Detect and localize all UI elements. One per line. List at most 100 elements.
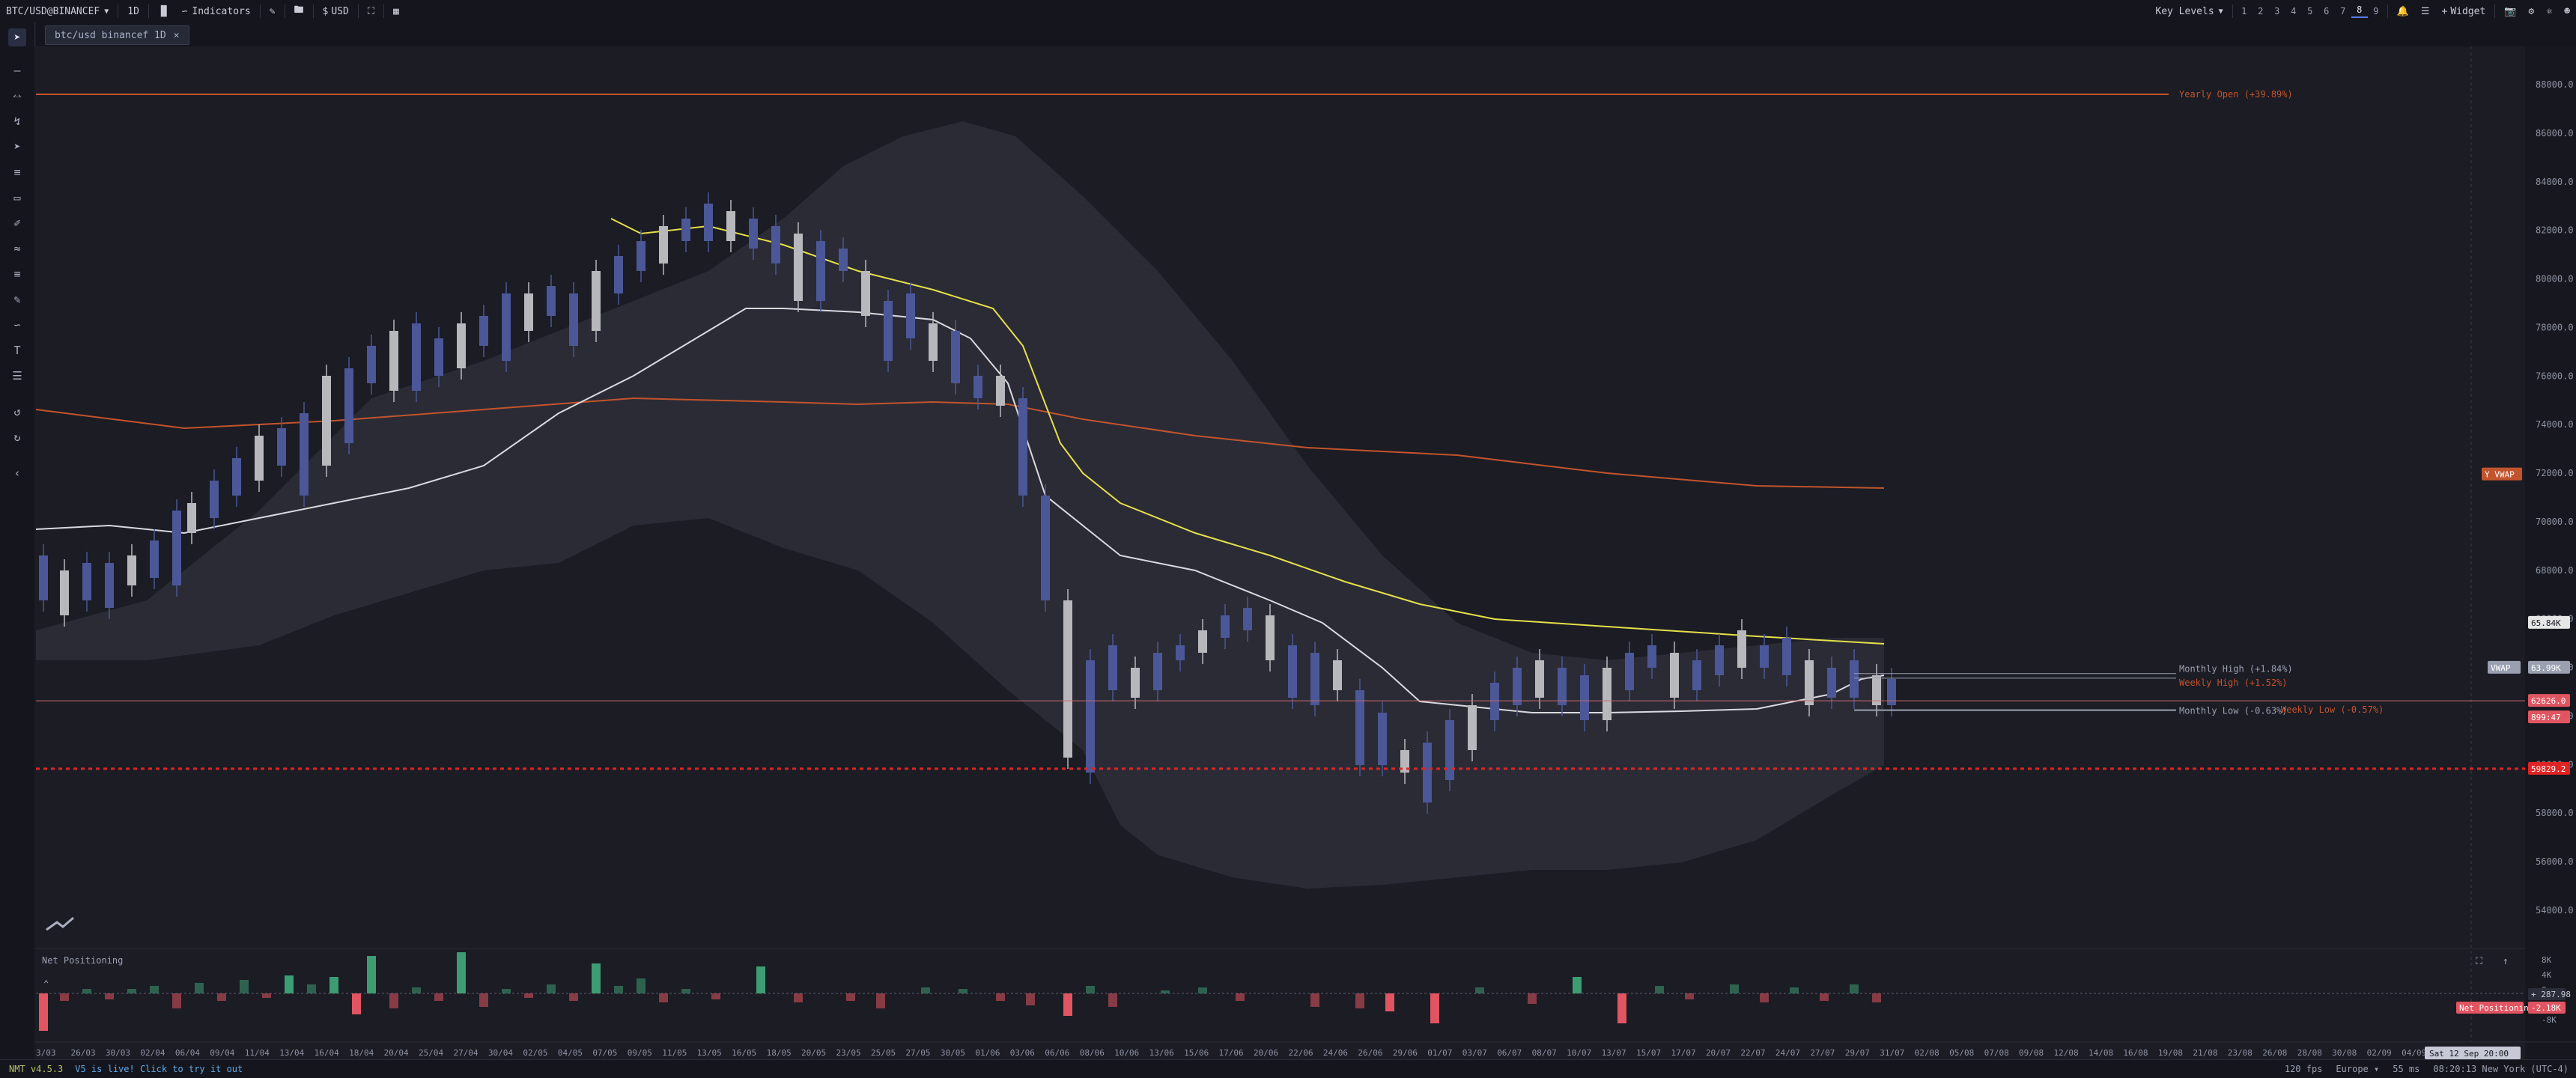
candle: [1760, 645, 1769, 668]
date-tick-label: 02/04: [140, 1048, 165, 1058]
date-tick-label: 30/08: [2332, 1048, 2357, 1058]
date-tick-label: 11/05: [662, 1048, 687, 1058]
net-positioning-bar: [1161, 990, 1170, 993]
save-button[interactable]: ▦: [387, 0, 405, 22]
trend-angle-icon[interactable]: ⥎: [12, 89, 22, 103]
layout-1-button[interactable]: 1: [2241, 6, 2247, 16]
net-positioning-badge: [2456, 1002, 2524, 1014]
price-tick-label: 86000.0: [2536, 128, 2574, 138]
net-positioning-bar: [1355, 993, 1364, 1008]
net-positioning-axis-label: 8K: [2542, 955, 2552, 965]
text-icon[interactable]: T: [13, 344, 21, 357]
region-selector[interactable]: Europe ▾: [2336, 1064, 2379, 1074]
date-tick-label: 03/06: [1010, 1048, 1035, 1058]
net-positioning-bar: [434, 993, 443, 1001]
save-icon: ▦: [392, 5, 399, 17]
layout-7-button[interactable]: 7: [2340, 6, 2346, 16]
v5-live-link[interactable]: V5 is live! Click to try it out: [75, 1064, 243, 1074]
parallel-lines-icon[interactable]: ≡: [13, 165, 21, 179]
date-tick-label: 15/06: [1184, 1048, 1209, 1058]
key-levels-selector[interactable]: Key Levels ▼: [2149, 0, 2229, 22]
tab-bar: btc/usd binancef 1D ✕: [36, 22, 2576, 46]
currency-button[interactable]: $ USD: [317, 0, 355, 22]
candle: [749, 219, 758, 249]
date-tick-label: 13/04: [279, 1048, 304, 1058]
date-tick-label: 27/05: [905, 1048, 930, 1058]
sync-button[interactable]: ⚛: [2540, 0, 2558, 22]
monthly-high-label: Monthly High (+1.84%): [2179, 664, 2293, 674]
layers-icon[interactable]: ☰: [12, 369, 22, 383]
rectangle-icon[interactable]: ▭: [13, 191, 21, 204]
collapse-icon[interactable]: ‹: [13, 466, 21, 480]
ruler-icon[interactable]: ✎: [13, 293, 21, 306]
layout-6-button[interactable]: 6: [2324, 6, 2330, 16]
layout-8-button[interactable]: 8: [2351, 4, 2368, 18]
candle: [884, 301, 893, 361]
layout-2-button[interactable]: 2: [2258, 6, 2264, 16]
horizontal-line-icon[interactable]: —: [13, 64, 21, 77]
date-badge: [2425, 1047, 2521, 1059]
redo-icon[interactable]: ↻: [13, 430, 21, 444]
fullscreen-button[interactable]: ⛶: [362, 0, 380, 22]
candle: [1513, 668, 1522, 705]
date-tick-label: 09/08: [2019, 1048, 2044, 1058]
layout-4-button[interactable]: 4: [2291, 6, 2297, 16]
folder-button[interactable]: 🖿: [288, 0, 310, 22]
forecast-icon[interactable]: ∽: [13, 318, 21, 332]
arrow-icon[interactable]: ➤: [13, 140, 21, 153]
undo-icon[interactable]: ↺: [13, 405, 21, 418]
brush-icon[interactable]: ✐: [13, 216, 21, 230]
date-tick-label: 29/07: [1845, 1048, 1870, 1058]
price-badge: [2482, 467, 2522, 481]
monthly-low-label: Monthly Low (-0.63%): [2179, 705, 2288, 716]
draw-button[interactable]: ✎: [264, 0, 282, 22]
menu-button[interactable]: ☰: [2415, 0, 2436, 22]
path-icon[interactable]: ↯: [13, 115, 21, 128]
candle: [839, 249, 848, 271]
candle: [1887, 679, 1896, 705]
layout-9-button[interactable]: 9: [2373, 6, 2379, 16]
date-tick-label: 20/06: [1254, 1048, 1278, 1058]
interval-button[interactable]: 1D: [127, 5, 139, 17]
price-chart[interactable]: 88000.0 86000.0 84000.0 82000.0 80000.0 78000…: [34, 46, 2576, 1060]
candle: [1468, 705, 1477, 750]
candle: [412, 323, 421, 391]
measure-icon[interactable]: ≡: [13, 267, 21, 281]
candle: [592, 271, 601, 331]
divider: [312, 4, 314, 18]
date-tick-label: 01/07: [1427, 1048, 1452, 1058]
close-icon[interactable]: ✕: [173, 29, 180, 41]
moving-average-orange: [35, 397, 1885, 489]
account-button[interactable]: ☻: [2558, 0, 2576, 22]
divider: [2494, 4, 2496, 18]
chart-type-button[interactable]: ▐▌: [152, 0, 176, 22]
tab-label: btc/usd binancef 1D: [55, 29, 166, 41]
candle: [524, 293, 533, 331]
date-tick-label: 19/08: [2158, 1048, 2183, 1058]
date-badge-label: Sat 12 Sep 20:00: [2429, 1049, 2509, 1059]
candle: [1625, 653, 1634, 690]
alerts-button[interactable]: 🔔: [2391, 0, 2415, 22]
fib-icon[interactable]: ≈: [13, 242, 21, 255]
layout-3-button[interactable]: 3: [2274, 6, 2280, 16]
cursor-icon[interactable]: ➤: [8, 28, 26, 46]
screenshot-button[interactable]: 📷: [2498, 0, 2522, 22]
weekly-high-label: Weekly High (+1.52%): [2179, 677, 2288, 688]
candle: [1782, 638, 1791, 675]
date-tick-label: 24/06: [1323, 1048, 1348, 1058]
indicators-button[interactable]: ∽ Indicators: [176, 0, 257, 22]
candle: [255, 436, 264, 481]
symbol-selector[interactable]: BTC/USD@BINANCEF ▼: [0, 0, 115, 22]
net-positioning-bar: [547, 984, 556, 993]
date-tick-label: 06/04: [175, 1048, 200, 1058]
layout-5-button[interactable]: 5: [2307, 6, 2313, 16]
candle: [1131, 668, 1140, 698]
candle: [82, 563, 91, 600]
settings-button[interactable]: ⚙: [2523, 0, 2541, 22]
region-label: Europe: [2336, 1064, 2369, 1074]
net-positioning-bar: [1528, 993, 1537, 1004]
widget-button[interactable]: + Widget: [2436, 0, 2492, 22]
chart-tab[interactable]: btc/usd binancef 1D ✕: [45, 25, 189, 45]
date-tick-label: 31/07: [1880, 1048, 1904, 1058]
price-tick-label: 72000.0: [2536, 468, 2574, 478]
